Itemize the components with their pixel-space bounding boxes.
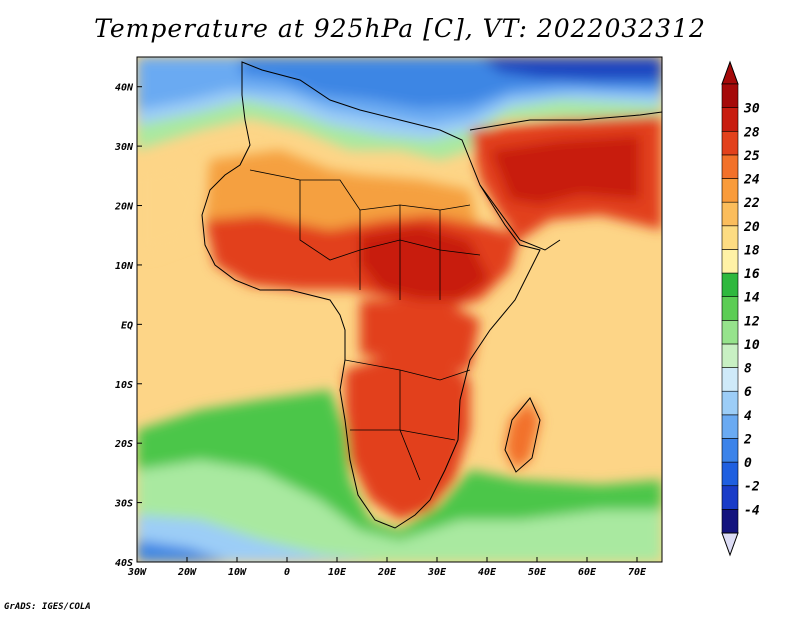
- colorbar-label: 6: [744, 385, 752, 400]
- lon-tick-label: 70E: [628, 567, 647, 578]
- lon-tick-label: 20E: [377, 567, 397, 578]
- colorbar-min-arrow: [721, 532, 739, 557]
- longitude-ticks: 30W 20W 10W 0 10E 20E 30E 40E 50E 60E 70E: [127, 557, 647, 578]
- asia-coast: [469, 111, 662, 131]
- colorbar-segment: [721, 154, 739, 179]
- grads-credit: GrADS: IGES/COLA: [4, 602, 91, 612]
- colorbar-label: 10: [744, 338, 760, 353]
- temperature-field: [137, 57, 662, 562]
- colorbar-label: 28: [743, 125, 760, 140]
- colorbar-segment: [721, 249, 739, 274]
- southern-africa-hot: [345, 355, 470, 520]
- colorbar-max-arrow: [721, 60, 739, 85]
- colorbar-segment: [721, 438, 739, 463]
- colorbar-segment: [721, 201, 739, 227]
- coastlines: [201, 61, 662, 529]
- map-title: Temperature at 925hPa [C], VT: 202203231…: [94, 14, 706, 43]
- map-frame: [136, 56, 663, 563]
- colorbar-segment: [721, 272, 739, 297]
- colorbar-label: 8: [744, 362, 752, 377]
- atlantic-mild: [137, 160, 205, 255]
- colorbar-label: 2: [743, 432, 752, 447]
- colorbar-label: 14: [744, 291, 760, 306]
- lon-tick-label: 10W: [228, 567, 247, 578]
- lat-tick-label: 30N: [114, 142, 134, 153]
- lat-tick-label: 20N: [114, 202, 134, 213]
- lon-tick-label: 60E: [578, 567, 597, 578]
- colorbar-segment: [721, 107, 739, 132]
- colorbar-label: 16: [744, 267, 760, 282]
- lon-tick-label: 40E: [478, 567, 497, 578]
- africa-coastline: [201, 61, 541, 529]
- lon-tick-label: 10E: [328, 567, 347, 578]
- colorbar-label: -2: [744, 480, 760, 495]
- north-darkblue-band: [480, 57, 662, 80]
- congo-hot: [360, 300, 480, 370]
- latitude-ticks: 40S 30S 20S 10S EQ 10N 20N 30N 40N: [114, 83, 142, 569]
- lon-tick-label: 0: [284, 567, 290, 578]
- colorbar-label: 22: [743, 196, 760, 211]
- lon-tick-label: 30E: [427, 567, 447, 578]
- colorbar-segment: [721, 225, 739, 250]
- colorbar-label: 20: [743, 220, 760, 235]
- colorbar-segment: [721, 83, 739, 108]
- colorbar-segment: [721, 178, 739, 203]
- lon-tick-label: 50E: [528, 567, 547, 578]
- lat-tick-label: 40S: [115, 558, 133, 569]
- arabia-core: [490, 135, 640, 205]
- colorbar-segment: [721, 130, 739, 156]
- colorbar-segment: [721, 390, 739, 416]
- central-africa-core: [360, 225, 490, 300]
- colorbar-segment: [721, 461, 739, 487]
- south-lightgreen-band: [137, 460, 662, 562]
- lat-tick-label: 10N: [115, 261, 134, 272]
- south-blue-band: [137, 515, 380, 562]
- colorbar-label: 0: [744, 456, 752, 471]
- colorbar-segment: [721, 509, 739, 534]
- lat-tick-label: 10S: [115, 380, 133, 391]
- colorbar-label: 24: [743, 173, 760, 188]
- lon-tick-label: 30W: [127, 567, 147, 578]
- colorbar-segment: [721, 485, 739, 510]
- lat-tick-label: EQ: [121, 320, 133, 331]
- lon-tick-label: 20W: [177, 567, 197, 578]
- lat-tick-label: 30S: [114, 499, 133, 510]
- south-deepblue-band: [137, 540, 230, 562]
- colorbar-label: 30: [743, 102, 760, 117]
- red-sea-coast: [479, 184, 561, 251]
- colorbar-segment: [721, 414, 739, 439]
- madagascar-coast: [504, 397, 541, 473]
- colorbar-label: 4: [744, 409, 752, 424]
- colorbar-label: -4: [744, 503, 760, 518]
- colorbar-label: 18: [744, 243, 760, 258]
- colorbar-segment: [721, 367, 739, 392]
- border-line-3: [359, 205, 441, 300]
- lat-tick-label: 20S: [114, 439, 133, 450]
- colorbar-segment: [721, 296, 739, 321]
- lat-tick-label: 40N: [115, 83, 134, 94]
- colorbar-segment: [721, 320, 739, 345]
- border-line-5: [399, 370, 421, 481]
- colorbar-label: 25: [743, 149, 760, 164]
- colorbar-label: 12: [744, 314, 760, 329]
- colorbar-segment: [721, 343, 739, 368]
